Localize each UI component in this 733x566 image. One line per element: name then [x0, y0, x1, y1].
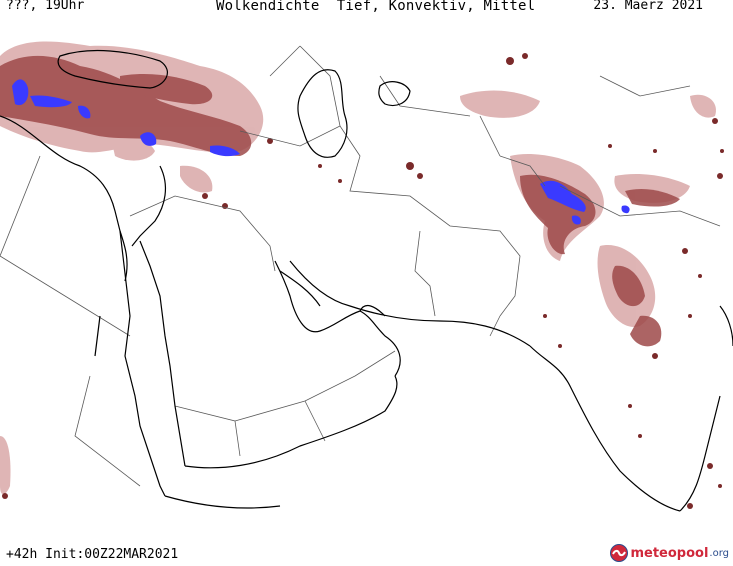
cloud-dense-specks [2, 53, 724, 509]
coastlines [0, 49, 733, 512]
cloud-medium-areas [0, 55, 680, 347]
forecast-day-label: ???, 19Uhr [6, 0, 85, 13]
map-title: Wolkendichte Tief, Konvektiv, Mittel [216, 0, 536, 14]
forecast-date: 23. Maerz 2021 [593, 0, 703, 13]
cloud-density-map [0, 41, 733, 512]
meteopool-logo-icon [610, 544, 629, 562]
logo-tld: .org [709, 547, 729, 559]
meteopool-logo[interactable]: meteopool .org [610, 543, 729, 563]
convective-cores [12, 79, 630, 225]
model-run-label: +42h Init:00Z22MAR2021 [6, 547, 179, 562]
logo-text: meteopool [630, 545, 709, 561]
country-borders [0, 45, 721, 487]
